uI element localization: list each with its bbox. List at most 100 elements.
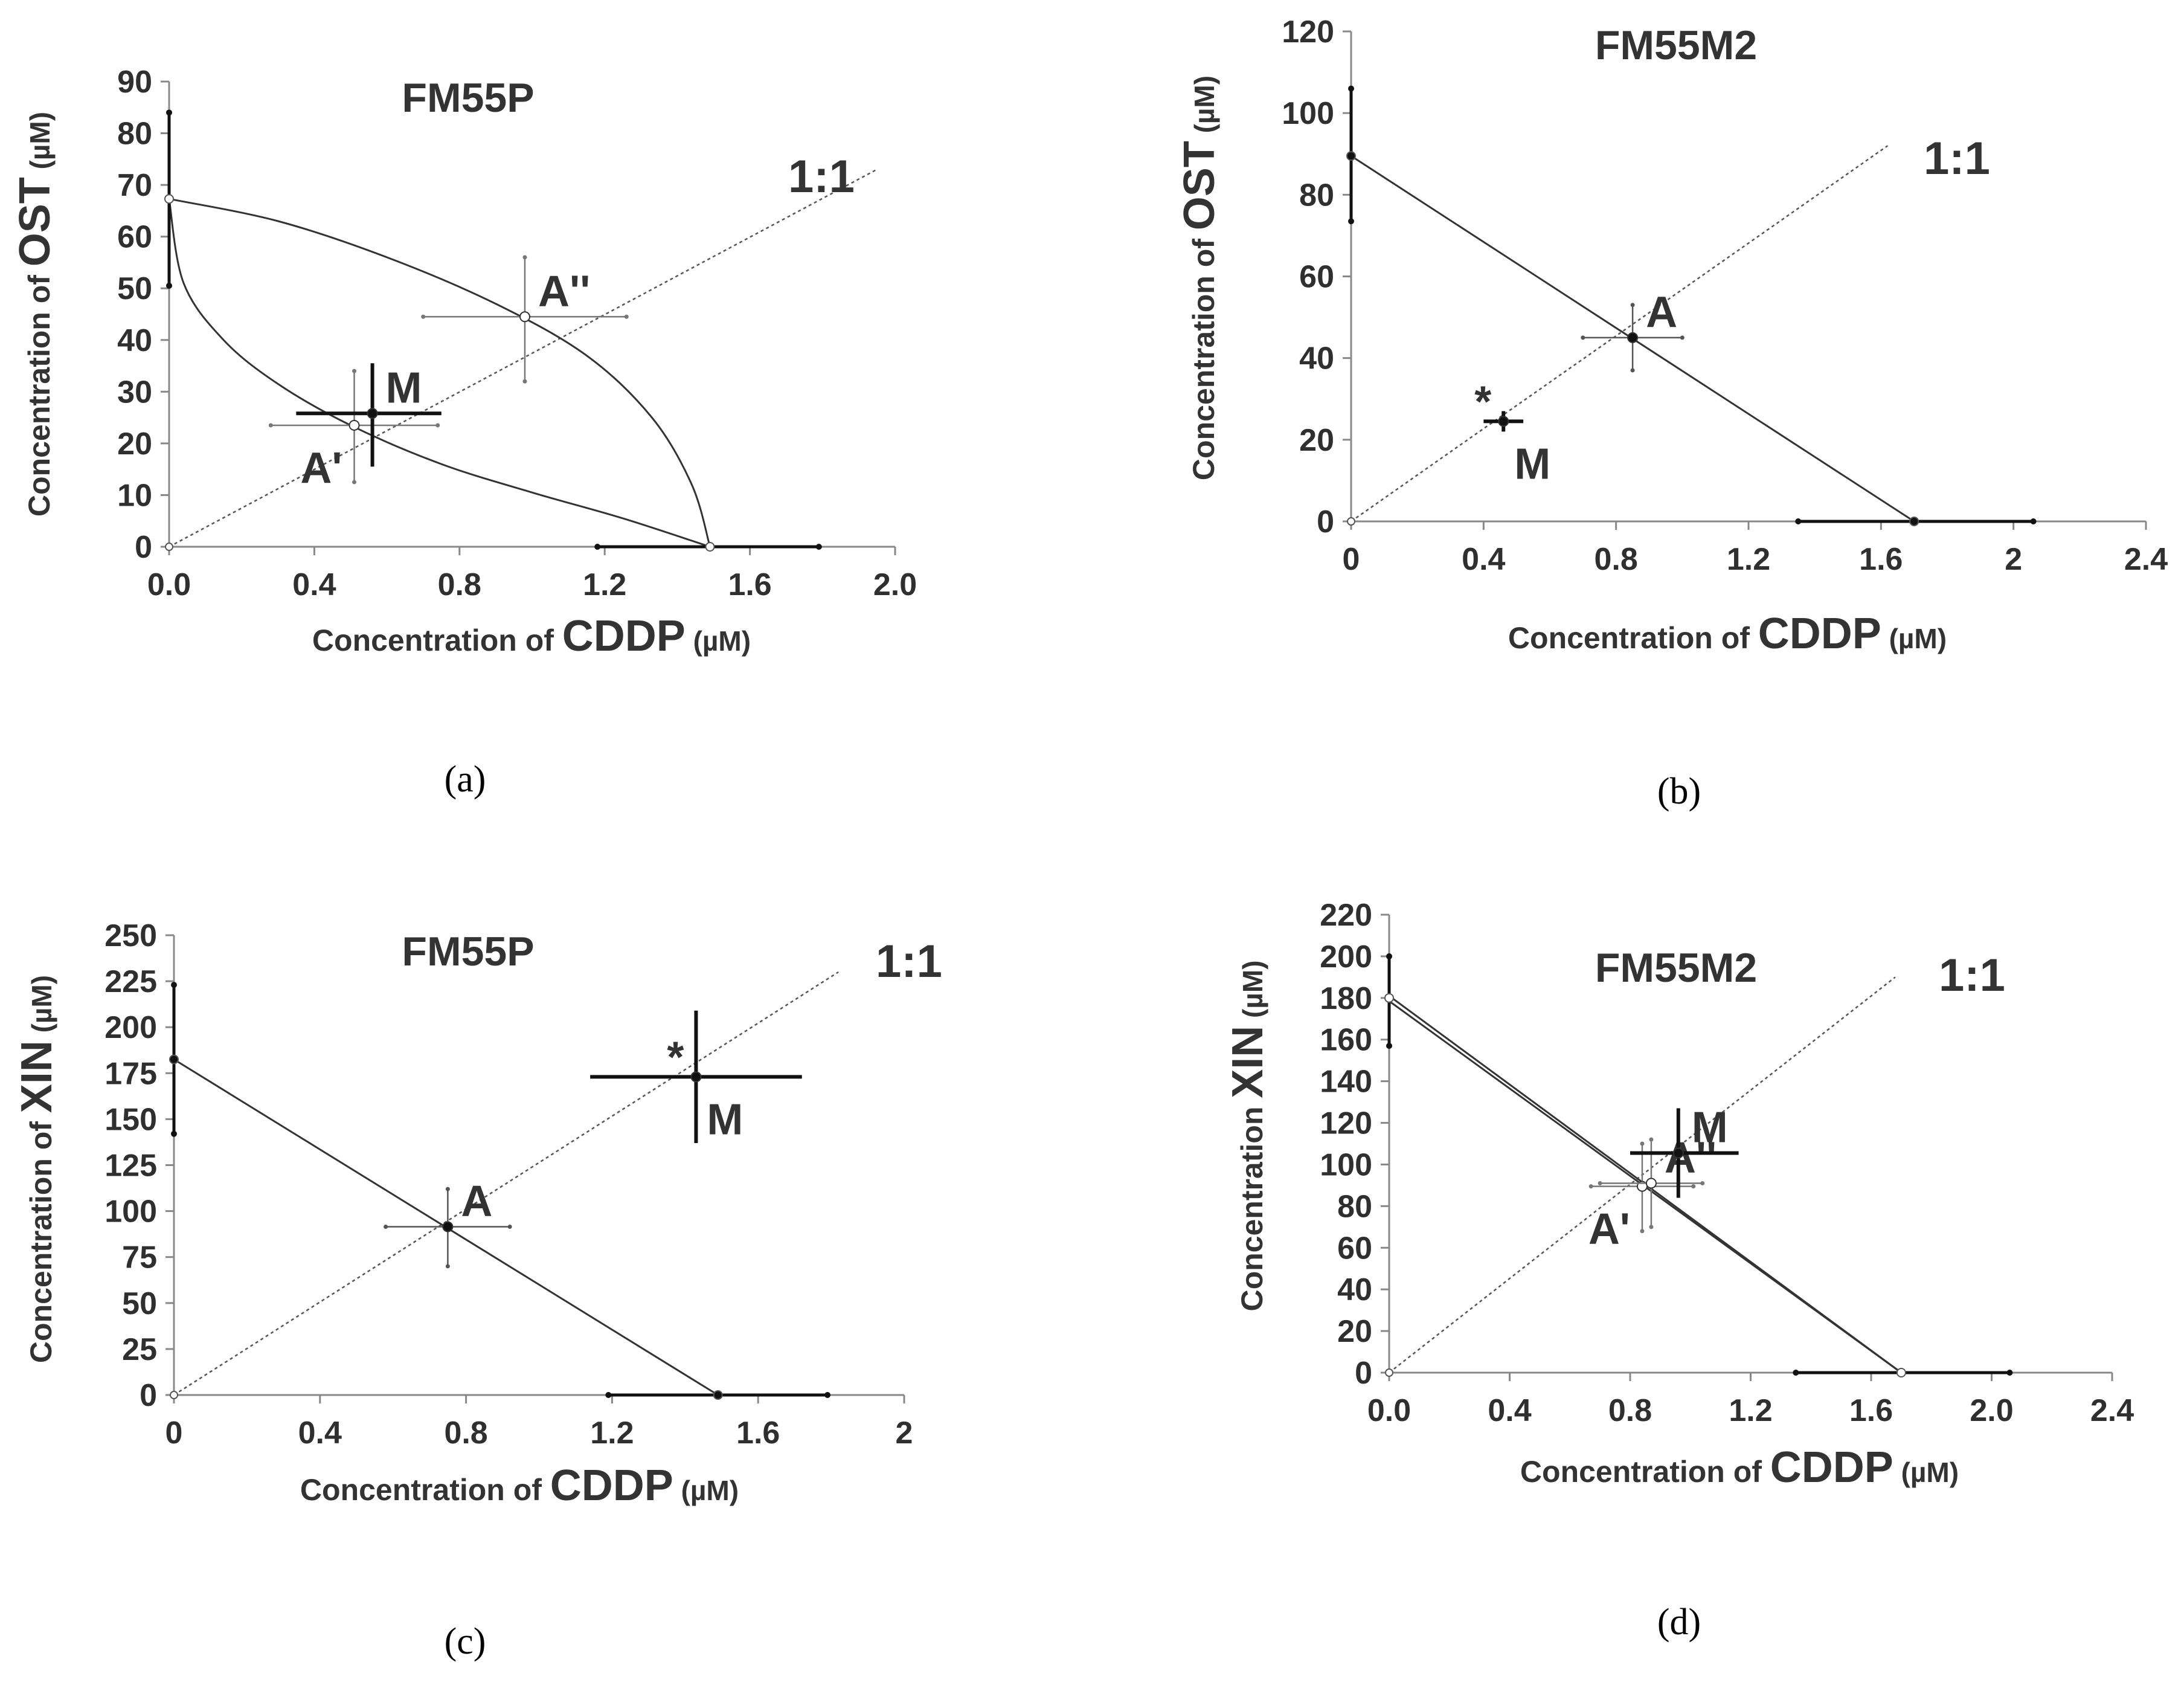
y-axis-label-prefix: Concentration of <box>24 1113 58 1363</box>
x-tick-label: 1.6 <box>1859 542 1903 577</box>
y-tick-label: 150 <box>104 1102 157 1137</box>
y-axis-label: Concentration of XIN (µM) <box>13 975 61 1363</box>
y-tick-label: 100 <box>1320 1147 1372 1182</box>
point-error-cap <box>1640 1141 1645 1146</box>
significance-asterisk: * <box>667 1033 684 1081</box>
x-tick-label: 0.4 <box>292 567 336 602</box>
point-label: A'' <box>1665 1133 1717 1182</box>
x-tick-label: 1.2 <box>583 567 626 602</box>
y-tick-label: 20 <box>1299 423 1334 458</box>
y-axis-label: Concentration of OST (µM) <box>11 112 59 517</box>
origin-point <box>170 1391 178 1399</box>
y-intercept-error-cap <box>166 282 172 289</box>
y-axis-label-drug: XIN <box>13 1040 61 1113</box>
point-error-cap <box>1630 303 1635 308</box>
point-label: M <box>707 1095 743 1144</box>
point-error-cap <box>507 1224 512 1229</box>
y-axis-label-unit: (µM) <box>1189 76 1220 141</box>
y-tick-label: 50 <box>122 1286 157 1321</box>
x-tick-label: 0 <box>165 1416 183 1451</box>
y-tick-label: 0 <box>1355 1356 1372 1391</box>
x-tick-label: 0.4 <box>1488 1393 1531 1428</box>
point-error-cap <box>624 314 629 319</box>
y-tick-label: 125 <box>104 1149 157 1184</box>
x-tick-label: 2.4 <box>2124 542 2168 577</box>
x-intercept-error-cap <box>2006 1370 2013 1376</box>
point-marker <box>1645 1178 1657 1189</box>
y-tick-label: 20 <box>1337 1314 1372 1349</box>
x-tick-label: 0.4 <box>298 1416 342 1451</box>
point-marker <box>519 311 530 323</box>
x-axis-label: Concentration of CDDP (µM) <box>1508 610 1947 658</box>
y-tick-label: 225 <box>104 964 157 999</box>
y-tick-label: 0 <box>140 1378 157 1413</box>
y-tick-label: 160 <box>1320 1023 1372 1058</box>
x-tick-label: 0 <box>1343 542 1360 577</box>
isobole-line <box>169 198 711 547</box>
y-tick-label: 220 <box>1320 898 1372 933</box>
y-intercept-point <box>1346 151 1356 161</box>
y-tick-label: 60 <box>1299 260 1334 295</box>
x-intercept-point <box>705 542 715 552</box>
x-tick-label: 1.6 <box>728 567 771 602</box>
y-tick-label: 25 <box>122 1332 157 1367</box>
ratio-label: 1:1 <box>1924 133 1990 184</box>
panel-caption: (d) <box>1657 1602 1701 1643</box>
x-intercept-point <box>1909 517 1919 526</box>
y-tick-label: 120 <box>1282 14 1334 50</box>
origin-point <box>165 543 173 551</box>
x-axis-label-drug: CDDP <box>1770 1443 1893 1492</box>
point-error-cap <box>522 379 527 384</box>
y-intercept-error-cap <box>1386 1043 1392 1049</box>
point-marker <box>348 419 360 431</box>
x-intercept-point <box>1896 1368 1906 1377</box>
x-tick-label: 2.0 <box>1970 1393 2013 1428</box>
x-axis-label: Concentration of CDDP (µM) <box>300 1461 739 1510</box>
point-error-cap <box>1581 335 1585 340</box>
y-tick-label: 0 <box>135 530 152 565</box>
x-tick-label: 1.2 <box>1729 1393 1772 1428</box>
point-error-cap <box>1649 1137 1654 1142</box>
y-tick-label: 40 <box>1299 341 1334 376</box>
point-error-cap <box>1640 1229 1645 1234</box>
y-axis-label-unit: (µM) <box>26 975 57 1040</box>
y-tick-label: 75 <box>122 1240 157 1275</box>
y-tick-label: 100 <box>104 1194 157 1229</box>
x-tick-label: 0.4 <box>1462 542 1505 577</box>
x-tick-label: 2.4 <box>2090 1393 2134 1428</box>
y-tick-label: 140 <box>1320 1065 1372 1100</box>
point-error-cap <box>1691 1184 1696 1189</box>
x-tick-label: 1.6 <box>1849 1393 1893 1428</box>
chart-panel-b: 0 0.4 0.8 1.2 1.6 2 2.4 0 20 40 60 80 100 120 Concentr… <box>1175 14 2168 812</box>
x-tick-label: 2.0 <box>873 567 917 602</box>
x-tick-label: 1.2 <box>1727 542 1770 577</box>
x-axis-label-unit: (µM) <box>673 1475 739 1506</box>
point-marker <box>1627 332 1639 343</box>
x-intercept-error-cap <box>605 1392 612 1398</box>
point-label: M <box>1514 440 1550 488</box>
x-axis-label-unit: (µM) <box>1881 623 1947 654</box>
y-tick-label: 80 <box>1337 1189 1372 1224</box>
y-tick-label: 60 <box>117 220 152 255</box>
panel-caption: (b) <box>1657 771 1701 812</box>
y-tick-label: 20 <box>117 427 152 462</box>
x-intercept-point <box>713 1390 723 1400</box>
chart-panel-d: 0.0 0.4 0.8 1.2 1.6 2.0 2.4 0 20 40 60 80 100 120 140 1… <box>1224 898 2134 1643</box>
y-tick-label: 200 <box>1320 939 1372 975</box>
point-label: A' <box>1588 1205 1630 1254</box>
y-axis-label-drug: OST <box>11 177 59 266</box>
y-tick-label: 180 <box>1320 981 1372 1016</box>
x-intercept-error-cap <box>594 544 601 550</box>
panel-caption: (c) <box>445 1621 486 1662</box>
ratio-line-1-1 <box>169 169 878 548</box>
point-label: A' <box>300 444 342 492</box>
x-intercept-error-cap <box>815 544 822 550</box>
y-intercept-error-cap <box>171 1130 177 1137</box>
y-tick-label: 40 <box>1337 1272 1372 1307</box>
point-error-cap <box>1588 1184 1593 1189</box>
point-error-cap <box>1700 1181 1705 1185</box>
y-intercept-point <box>169 1054 179 1065</box>
chart-title: FM55P <box>402 929 534 975</box>
point-error-cap <box>1680 335 1685 340</box>
y-tick-label: 175 <box>104 1056 157 1091</box>
